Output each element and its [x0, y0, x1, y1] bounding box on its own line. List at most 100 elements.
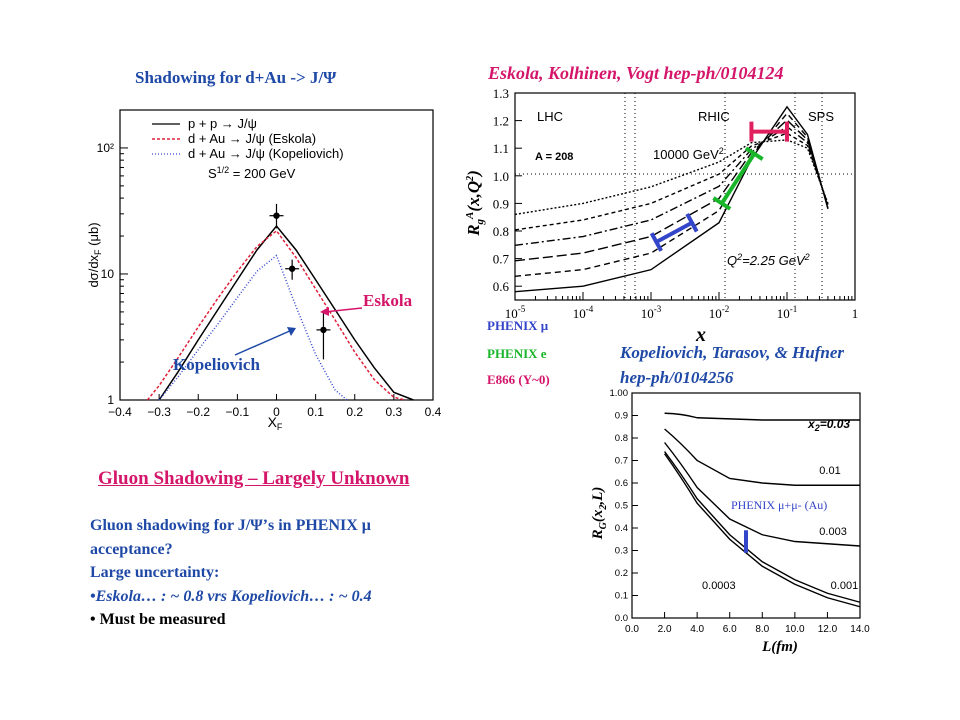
- rb-ytick-label: 0.1: [615, 591, 628, 602]
- rb-series-label: 0.001: [831, 580, 859, 592]
- left-data-point: [320, 326, 327, 334]
- rb-ytick-label: 0.5: [615, 501, 628, 512]
- rt-range-1: [720, 152, 756, 205]
- rt-plot-frame: [514, 92, 856, 301]
- rb-xtick-label: 10.0: [785, 624, 805, 635]
- kopeliovich-arrow: [234, 329, 293, 356]
- rt-series-2: [514, 119, 829, 262]
- rb-series-label: 0.003: [819, 526, 847, 538]
- rt-series-0: [514, 105, 829, 293]
- annotation-kopeliovich: Kopeliovich: [173, 355, 260, 374]
- left-data-point: [288, 265, 296, 272]
- chart-title-left: Shadowing for d+Au -> J/Ψ: [135, 68, 337, 87]
- rt-series-5: [514, 139, 829, 216]
- left-ylabel: dσ/dxF (μb): [86, 222, 103, 287]
- rt-range-cap: [649, 232, 663, 252]
- rt-ytick-label: 0.7: [493, 252, 510, 267]
- rt-a-label: A = 208: [535, 151, 573, 163]
- rb-series-label: 0.0003: [702, 580, 736, 592]
- body-line-3: Large uncertainty:: [90, 564, 220, 581]
- annotation-eskola: Eskola: [363, 291, 413, 310]
- legend-phenix-mu: PHENIX μ: [487, 318, 549, 333]
- left-xtick-label: −0.3: [147, 405, 171, 419]
- left-series-2: [158, 254, 348, 401]
- rb-series-3: [664, 451, 861, 603]
- body-line-2: acceptance?: [90, 540, 173, 558]
- rt-range-cap: [744, 146, 764, 161]
- rt-range-cap: [685, 212, 699, 233]
- left-xtick-label: −0.4: [108, 405, 132, 419]
- left-xtick-label: 0: [273, 405, 280, 419]
- rt-ytick-label: 1.0: [493, 169, 509, 184]
- rb-xtick-label: 6.0: [723, 624, 737, 635]
- rt-range-0: [655, 220, 693, 244]
- body-line-5: • Must be measured: [90, 611, 226, 628]
- rb-xtick-label: 2.0: [658, 624, 672, 635]
- rt-xtick-label: 1: [852, 306, 859, 321]
- left-data-point: [273, 212, 280, 219]
- section-heading: Gluon Shadowing – Largely Unknown: [98, 468, 410, 489]
- rt-ytick-label: 0.9: [493, 196, 509, 211]
- kopeliovich-arrowhead: [287, 327, 296, 336]
- rb-xtick-label: 8.0: [755, 624, 769, 635]
- rb-series-0: [664, 412, 860, 421]
- legend-e866: E866 (Y~0): [487, 372, 550, 387]
- rb-ytick-label: 0.6: [615, 478, 628, 489]
- rt-ytick-label: 0.6: [493, 279, 510, 294]
- kth-reference: Kopeliovich, Tarasov, & Hufner hep-ph/01…: [620, 340, 844, 390]
- left-series-0: [158, 224, 414, 401]
- rt-xtick-label: 10-4: [573, 304, 594, 321]
- rb-series-4: [664, 453, 861, 608]
- rt-series-3: [514, 125, 829, 247]
- chart-title-right: Eskola, Kolhinen, Vogt hep-ph/0104124: [488, 63, 784, 83]
- rb-xtick-label: 4.0: [690, 624, 704, 635]
- rb-series-label: 0.01: [819, 465, 840, 477]
- eskola-arrow: [323, 307, 363, 313]
- rb-plot-frame: [631, 392, 861, 619]
- rt-xtick-label: 10-3: [641, 304, 662, 321]
- rb-ylabel: RG(x2,L): [590, 487, 609, 541]
- gluon-ratio-chart: 10-5 10-4 10-3 10-2 10-1 1 0.60.70.80.91.01.1…: [465, 86, 859, 346]
- kth-ref-line2: hep-ph/0104256: [620, 368, 734, 387]
- rb-series-1: [664, 428, 860, 486]
- legend-phenix-e: PHENIX e: [487, 346, 547, 361]
- rb-ytick-label: 0.7: [615, 456, 628, 467]
- region-lhc: LHC: [537, 109, 563, 124]
- left-series-1: [146, 229, 406, 401]
- left-ytick-label: 1: [107, 393, 114, 407]
- left-xtick-label: 0.1: [307, 405, 324, 419]
- rt-ytick-label: 1.2: [493, 114, 509, 129]
- region-rhic: RHIC: [698, 109, 730, 124]
- region-sps: SPS: [808, 109, 834, 124]
- rb-xtick-label: 14.0: [850, 624, 870, 635]
- rt-xtick-label: 10-1: [777, 304, 798, 321]
- legend-energy: S1/2 = 200 GeV: [208, 165, 296, 181]
- body-line-1: Gluon shadowing for J/Ψ’s in PHENIX μ: [90, 517, 371, 534]
- rt-xtick-label: 10-2: [709, 304, 730, 321]
- rb-ytick-label: 0.8: [615, 433, 628, 444]
- rt-series-4: [514, 132, 829, 231]
- body-line-4: •Eskola… : ~ 0.8 vrs Kopeliovich… : ~ 0.…: [90, 587, 372, 605]
- rt-q2-high: 10000 GeV2: [653, 146, 724, 162]
- rb-ytick-label: 0.4: [615, 523, 628, 534]
- rb-ytick-label: 0.2: [615, 568, 628, 579]
- rg-length-chart: 0.0 2.0 4.0 6.0 8.0 10.0 12.0 14.0 0.0 0.1 0.2 0.3…: [590, 388, 870, 655]
- left-xtick-label: 0.2: [346, 405, 363, 419]
- left-ytick-label: 10²: [97, 141, 114, 155]
- rt-range-cap: [712, 196, 732, 211]
- rb-series-2: [664, 442, 861, 547]
- left-legend: p + p → J/ψ d + Au → J/ψ (Eskola) d + Au…: [152, 116, 344, 181]
- left-xlabel: XF: [268, 414, 283, 430]
- rb-ytick-label: 1.00: [610, 388, 629, 399]
- left-xtick-label: 0.3: [386, 405, 403, 419]
- rt-ytick-label: 1.3: [493, 86, 509, 101]
- left-ytick-label: 10: [101, 267, 115, 281]
- left-xtick-label: −0.1: [226, 405, 250, 419]
- xf-distribution-chart: −0.4 −0.3 −0.2 −0.1 0 0.1 0.2 0.3 0.4 1 10 10² dσ/…: [86, 109, 442, 430]
- left-xtick-label: −0.2: [186, 405, 210, 419]
- rb-ytick-label: 0.9: [615, 411, 628, 422]
- legend-eskola: d + Au → J/ψ (Eskola): [188, 131, 316, 146]
- kth-ref-line1: Kopeliovich, Tarasov, & Hufner: [620, 343, 844, 362]
- rt-q2-low: Q2=2.25 GeV2: [727, 252, 810, 268]
- rb-ytick-label: 0.0: [615, 613, 628, 624]
